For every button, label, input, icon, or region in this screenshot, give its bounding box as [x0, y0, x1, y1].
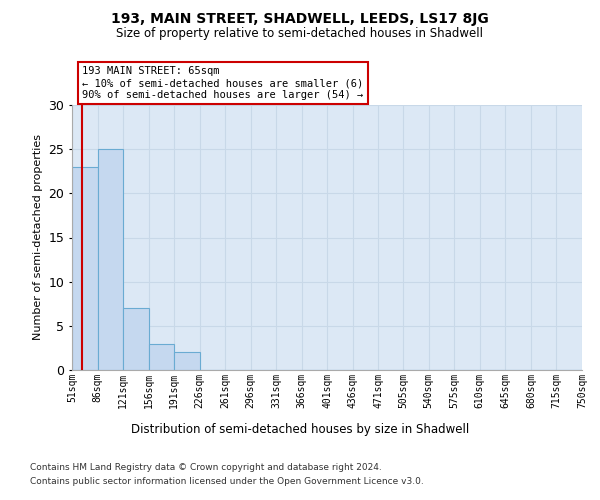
Text: Contains public sector information licensed under the Open Government Licence v3: Contains public sector information licen…: [30, 478, 424, 486]
Text: 193 MAIN STREET: 65sqm
← 10% of semi-detached houses are smaller (6)
90% of semi: 193 MAIN STREET: 65sqm ← 10% of semi-det…: [82, 66, 364, 100]
Bar: [123, 308, 149, 370]
Bar: [72, 167, 98, 370]
Text: Contains HM Land Registry data © Crown copyright and database right 2024.: Contains HM Land Registry data © Crown c…: [30, 462, 382, 471]
Bar: [174, 352, 200, 370]
Text: 193, MAIN STREET, SHADWELL, LEEDS, LS17 8JG: 193, MAIN STREET, SHADWELL, LEEDS, LS17 …: [111, 12, 489, 26]
Y-axis label: Number of semi-detached properties: Number of semi-detached properties: [33, 134, 43, 340]
Text: Size of property relative to semi-detached houses in Shadwell: Size of property relative to semi-detach…: [116, 28, 484, 40]
Text: Distribution of semi-detached houses by size in Shadwell: Distribution of semi-detached houses by …: [131, 422, 469, 436]
Bar: [149, 344, 174, 370]
Bar: [98, 149, 123, 370]
